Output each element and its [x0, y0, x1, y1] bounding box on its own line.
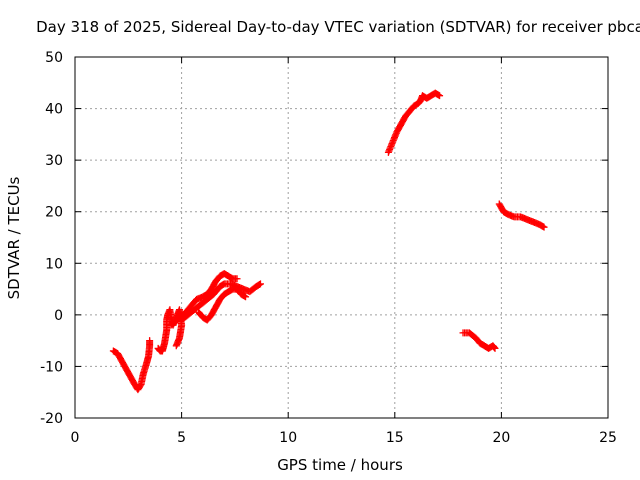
x-tick-label: 20 — [492, 430, 510, 446]
data-series — [109, 89, 548, 394]
data-point — [172, 342, 180, 350]
series-arc-6 — [384, 89, 444, 156]
y-tick-label: -20 — [40, 411, 63, 427]
data-point — [490, 344, 498, 352]
series-arc-1 — [109, 337, 154, 394]
x-tick-label: 10 — [279, 430, 297, 446]
y-tick-label: 20 — [45, 205, 63, 221]
x-tick-label: 25 — [599, 430, 617, 446]
data-point — [146, 337, 154, 345]
y-tick-label: 30 — [45, 153, 63, 169]
axis-ticks — [74, 56, 609, 419]
y-tick-label: 0 — [54, 308, 63, 324]
x-tick-label: 5 — [177, 430, 186, 446]
y-tick-label: 10 — [45, 256, 63, 272]
y-tick-label: 40 — [45, 102, 63, 118]
series-arc-8 — [495, 200, 548, 231]
data-point — [491, 344, 499, 352]
data-point — [242, 293, 250, 301]
y-tick-label: -10 — [40, 359, 63, 375]
y-tick-label: 50 — [45, 50, 63, 66]
x-tick-label: 0 — [71, 430, 80, 446]
series-arc-5 — [195, 285, 250, 324]
plot-frame — [74, 56, 609, 419]
tick-labels: 0 5 10 15 20 25 -20 -10 0 10 20 30 40 50 — [40, 50, 617, 446]
data-point — [256, 280, 264, 288]
y-axis-label: SDTVAR / TECUs — [5, 176, 23, 299]
chart-title: Day 318 of 2025, Sidereal Day-to-day VTE… — [36, 18, 640, 36]
x-axis-label: GPS time / hours — [277, 456, 403, 474]
data-point — [436, 92, 444, 100]
data-point — [233, 275, 241, 283]
series-arc-7 — [459, 329, 499, 352]
data-point — [540, 223, 548, 231]
x-tick-label: 15 — [386, 430, 404, 446]
series-arc-2 — [154, 306, 186, 355]
grid — [75, 57, 608, 418]
